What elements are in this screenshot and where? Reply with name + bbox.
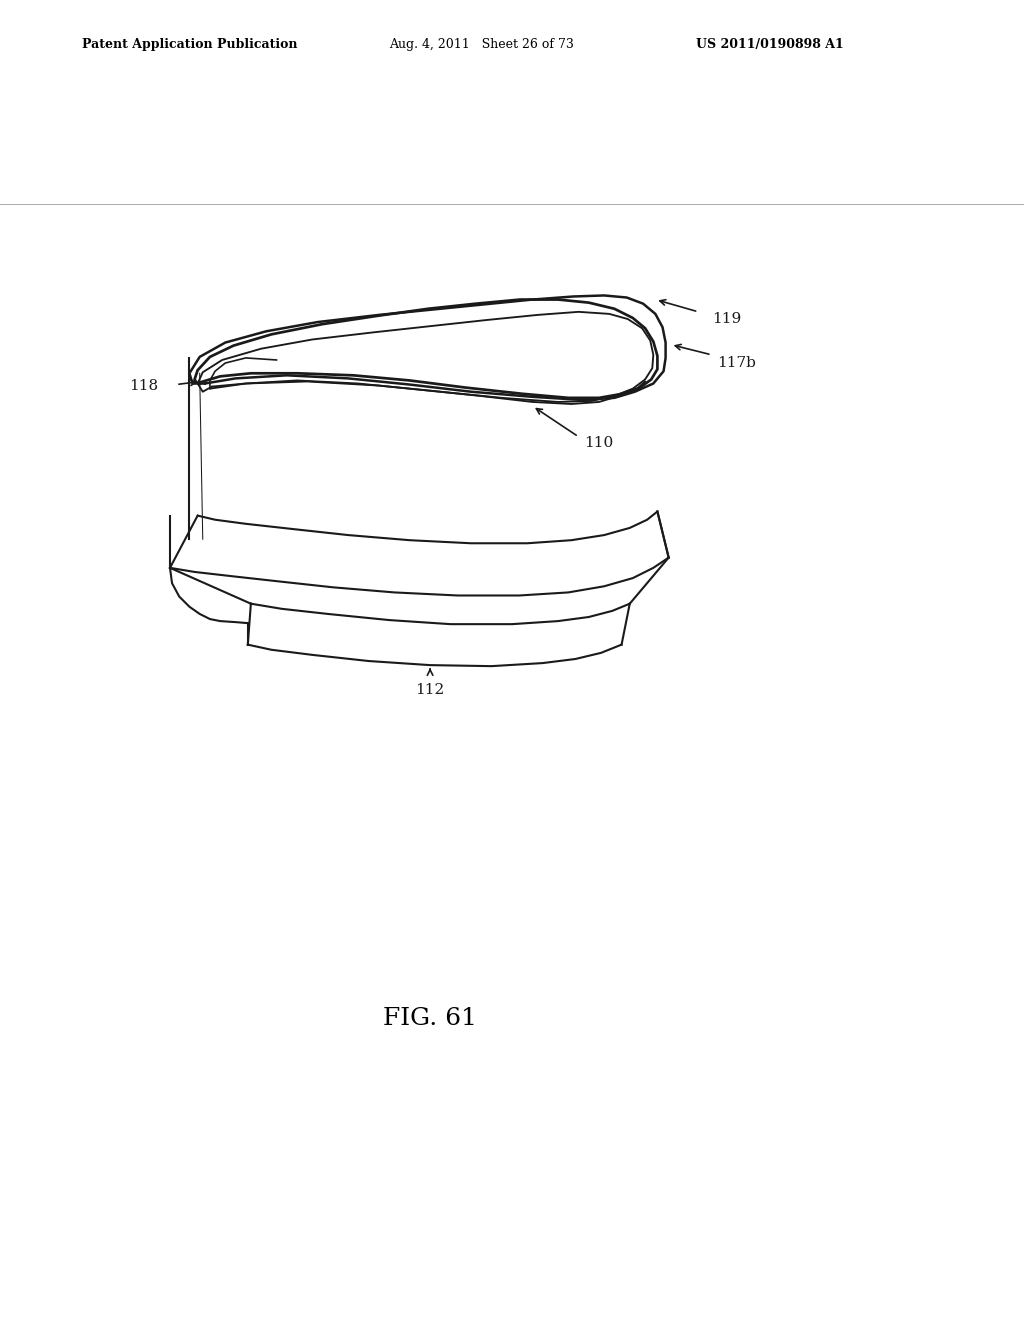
Text: 110: 110	[584, 436, 613, 450]
Text: US 2011/0190898 A1: US 2011/0190898 A1	[696, 37, 844, 50]
Text: Aug. 4, 2011   Sheet 26 of 73: Aug. 4, 2011 Sheet 26 of 73	[389, 37, 574, 50]
Text: 112: 112	[416, 682, 444, 697]
Text: Patent Application Publication: Patent Application Publication	[82, 37, 297, 50]
Text: 118: 118	[130, 379, 159, 392]
Text: 119: 119	[712, 312, 741, 326]
Text: 117b: 117b	[717, 356, 756, 370]
Text: FIG. 61: FIG. 61	[383, 1007, 477, 1030]
